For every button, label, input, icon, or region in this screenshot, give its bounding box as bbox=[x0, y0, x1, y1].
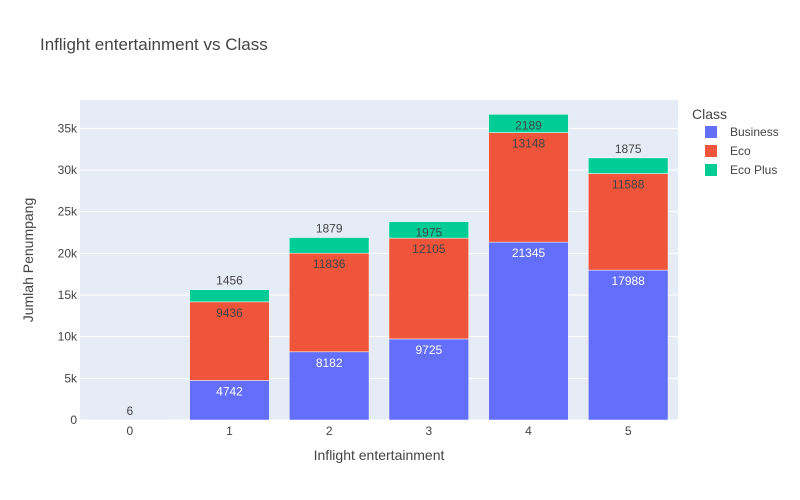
y-tick-label: 25k bbox=[58, 205, 78, 219]
bar-eco-plus bbox=[189, 289, 270, 303]
x-tick-label: 3 bbox=[425, 424, 432, 438]
chart-title: Inflight entertainment vs Class bbox=[40, 35, 268, 54]
data-label: 2189 bbox=[515, 118, 542, 132]
bar-business bbox=[488, 241, 569, 421]
y-tick-label: 15k bbox=[58, 288, 78, 302]
bar-eco-plus bbox=[488, 114, 569, 133]
data-label: 1879 bbox=[316, 222, 343, 236]
bar-eco bbox=[588, 173, 669, 271]
data-label: 6 bbox=[126, 404, 133, 418]
x-tick-label: 1 bbox=[226, 424, 233, 438]
bars bbox=[89, 114, 669, 421]
y-tick-label: 5k bbox=[64, 371, 78, 385]
data-label: 11588 bbox=[612, 178, 645, 192]
data-label: 9436 bbox=[216, 306, 243, 320]
legend-title: Class bbox=[692, 106, 727, 122]
legend-swatch bbox=[705, 145, 717, 157]
data-label: 4742 bbox=[216, 384, 243, 398]
y-axis-title: Jumlah Penumpang bbox=[20, 198, 36, 323]
data-label: 11836 bbox=[313, 257, 346, 271]
x-tick-label: 2 bbox=[326, 424, 333, 438]
bar-business bbox=[588, 269, 669, 421]
x-tick-label: 0 bbox=[126, 424, 133, 438]
bar-business bbox=[189, 380, 270, 421]
data-label: 1875 bbox=[615, 142, 642, 156]
y-tick-label: 30k bbox=[58, 163, 78, 177]
data-label: 17988 bbox=[611, 274, 645, 288]
y-tick-label: 0 bbox=[70, 413, 77, 427]
y-tick-label: 35k bbox=[58, 121, 78, 135]
y-tick-label: 20k bbox=[58, 246, 78, 260]
bar-business bbox=[388, 338, 469, 421]
legend-item-label: Business bbox=[730, 125, 779, 139]
legend: Class Business Eco Eco Plus bbox=[692, 106, 779, 177]
legend-swatch bbox=[705, 164, 717, 176]
data-label: 9725 bbox=[415, 343, 442, 357]
bar-eco-plus bbox=[289, 237, 370, 254]
x-tick-label: 5 bbox=[625, 424, 632, 438]
data-label: 8182 bbox=[316, 356, 343, 370]
bar-eco bbox=[289, 252, 370, 353]
data-label: 21345 bbox=[512, 246, 546, 260]
bar-eco-plus bbox=[388, 221, 469, 239]
legend-item-label: Eco Plus bbox=[730, 163, 777, 177]
y-tick-labels: 0 5k 10k 15k 20k 25k 30k 35k bbox=[58, 121, 78, 427]
data-label: 13148 bbox=[512, 137, 546, 151]
data-label: 1456 bbox=[216, 274, 243, 288]
bar-eco bbox=[189, 301, 270, 381]
bar-eco bbox=[488, 132, 569, 243]
x-axis-title: Inflight entertainment bbox=[314, 447, 445, 463]
y-tick-label: 10k bbox=[58, 330, 78, 344]
plot-area bbox=[80, 100, 678, 420]
bar-eco-plus bbox=[588, 157, 669, 174]
x-tick-labels: 0 1 2 3 4 5 bbox=[126, 424, 631, 438]
data-labels: 4742 8182 9725 21345 17988 6 9436 11836 12105 131… bbox=[126, 118, 645, 418]
legend-item-label: Eco bbox=[730, 144, 751, 158]
x-tick-label: 4 bbox=[525, 424, 532, 438]
legend-swatch bbox=[705, 126, 717, 138]
bar-business bbox=[289, 351, 370, 421]
data-label: 12105 bbox=[412, 242, 446, 256]
data-label: 1975 bbox=[415, 226, 442, 240]
gridlines bbox=[80, 127, 678, 421]
